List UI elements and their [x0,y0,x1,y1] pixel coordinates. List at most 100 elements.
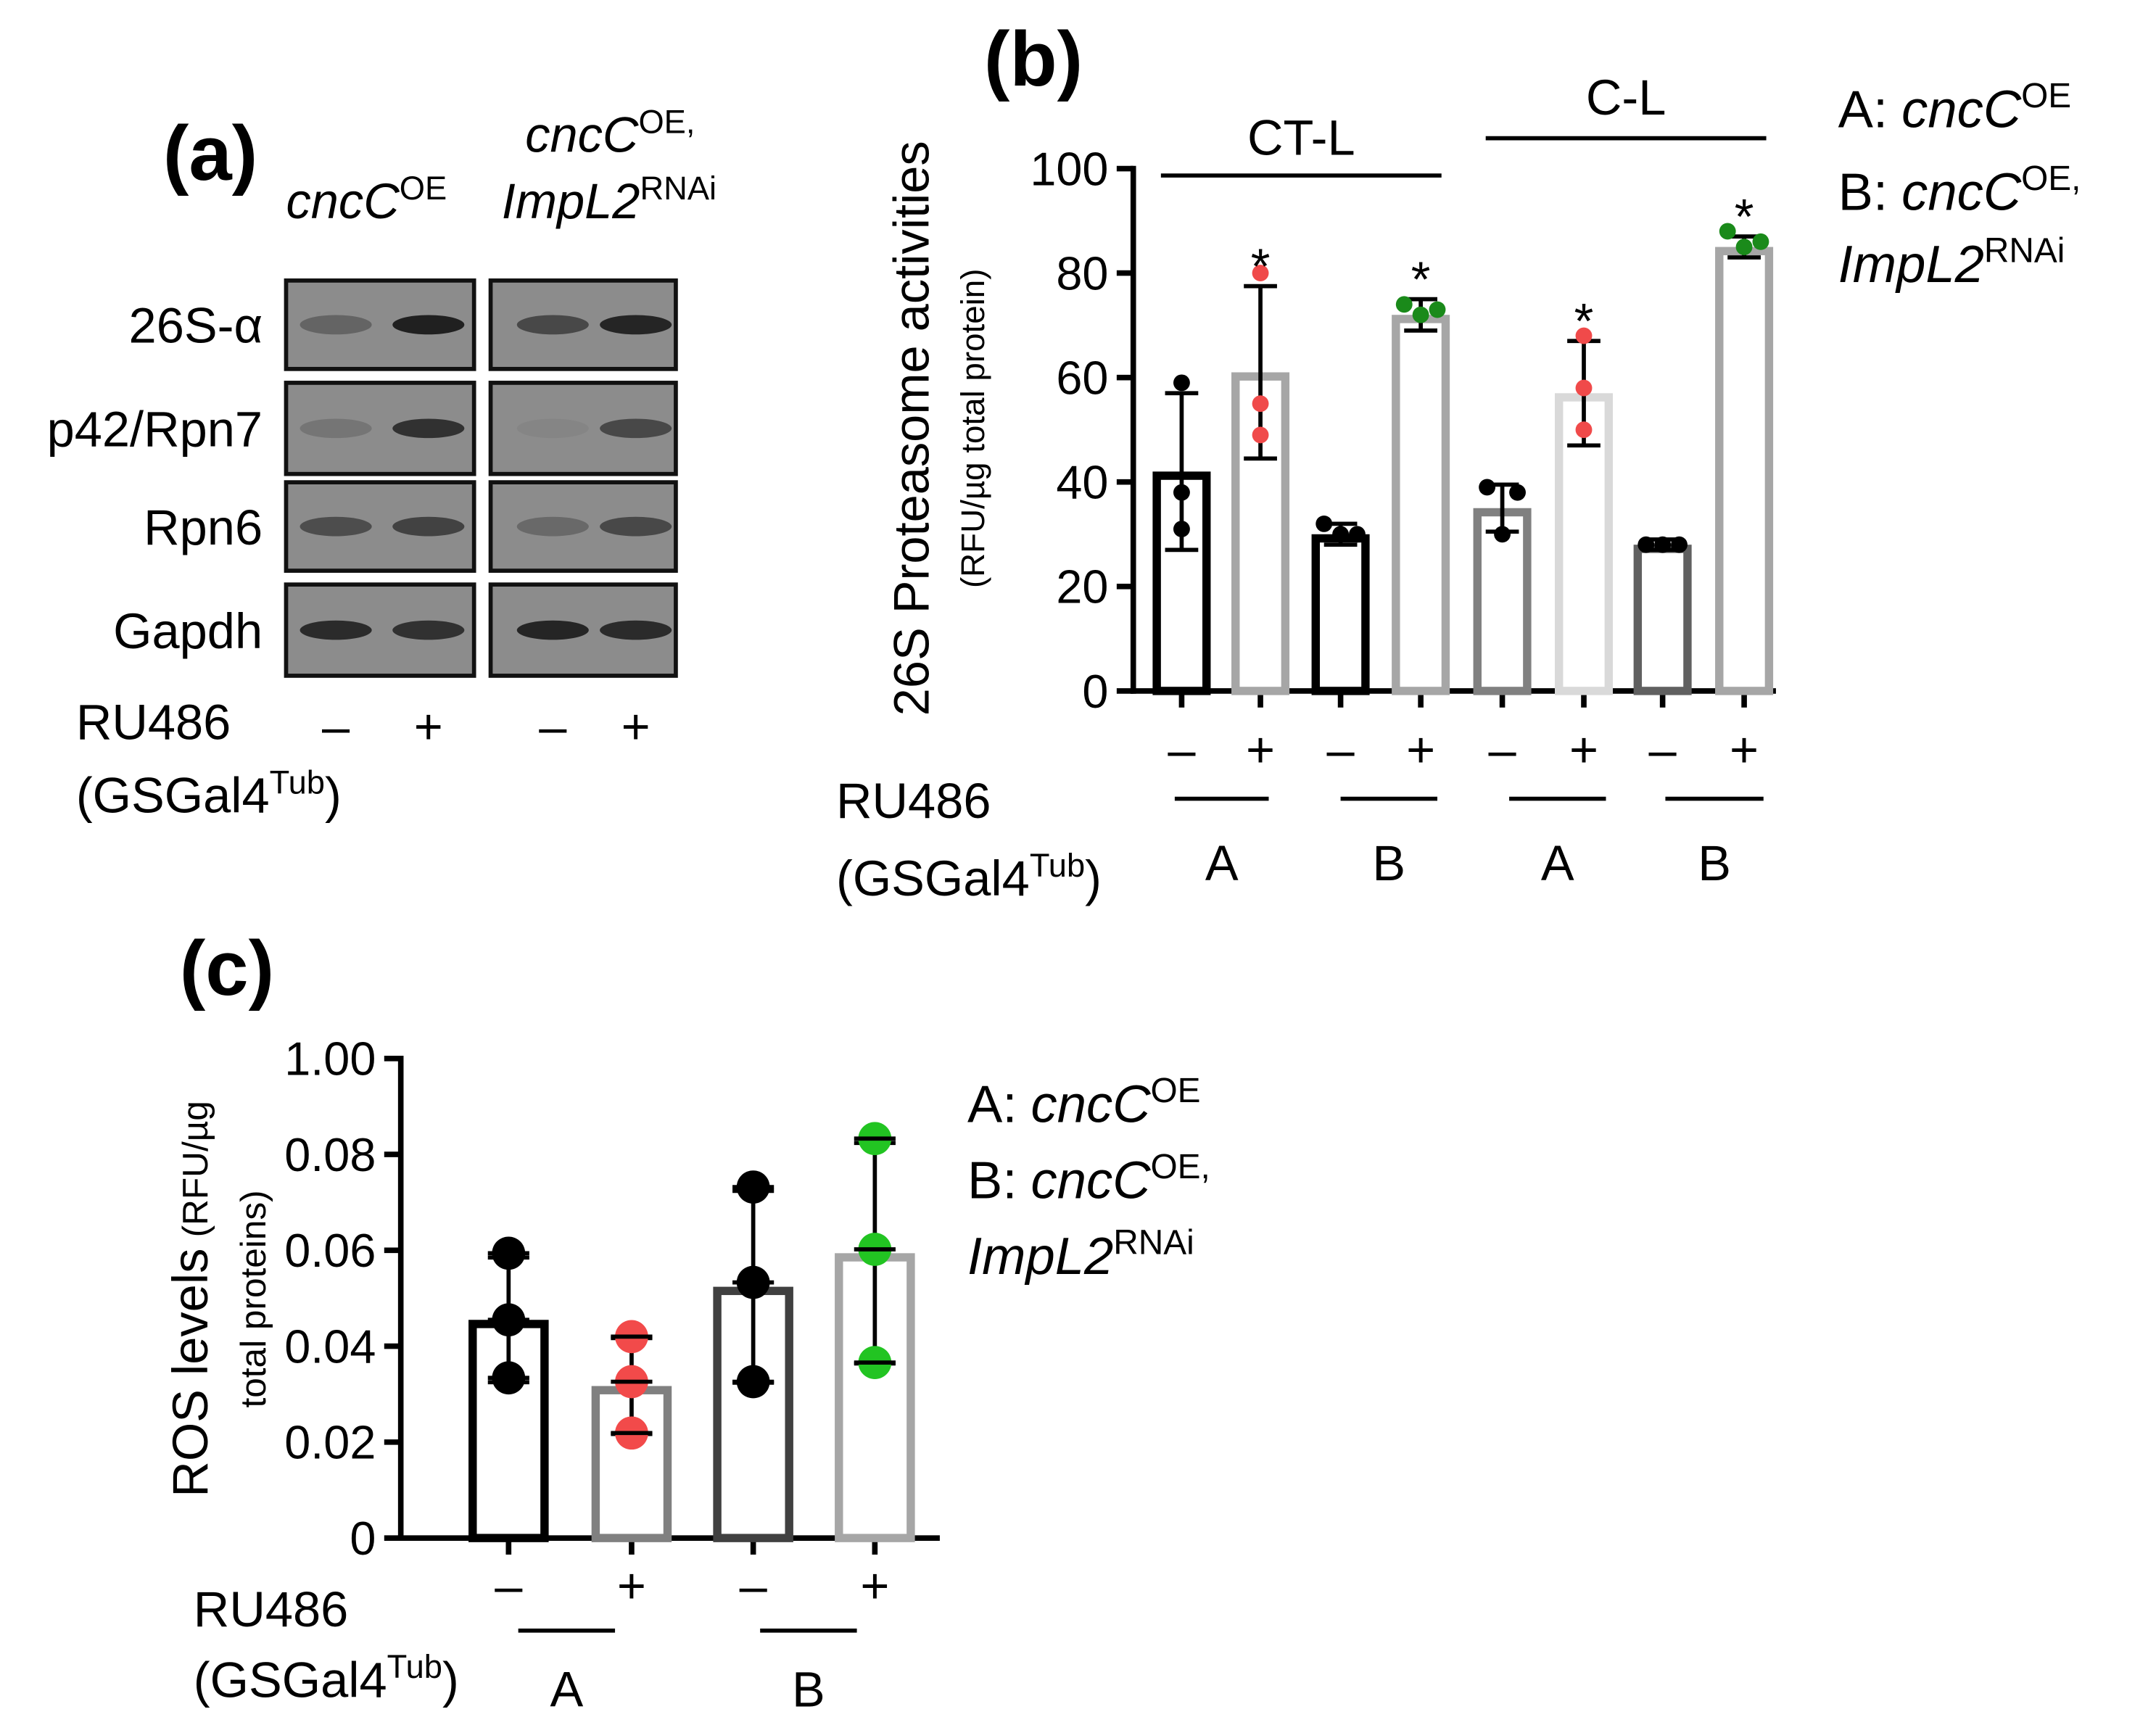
data-point [1671,536,1688,553]
text-part: RNAi [640,170,716,207]
significance: * [1411,252,1431,307]
legend-entry: B: cncCOE, [967,1148,1210,1210]
text-part: OE, [1150,1148,1210,1186]
y-tick-label: 0 [350,1512,376,1565]
data-point [1719,223,1736,240]
column-head: cncCOE [286,170,447,229]
significance: * [1574,293,1594,349]
text-part: A: [1838,80,1888,138]
data-point [1575,421,1593,439]
legend-entry: B: cncCOE, [1838,160,2081,222]
legend-entry: A: cncCOE [967,1072,1200,1134]
row-label: Rpn6 [144,500,263,555]
text-part: (RFU/µg [175,1101,215,1237]
y-tick-label: 1.00 [284,1033,376,1085]
text-part: ImpL2 [502,173,640,229]
group-label: A [1541,835,1574,891]
x-axis-label: RU486 [836,773,991,829]
data-point [1429,301,1446,318]
category-label: + [860,1558,889,1614]
band [600,620,672,640]
y-axis-label: 26S Proteasome activities [884,141,940,716]
text-part: cncC [286,173,400,229]
category-label: + [1730,722,1759,778]
data-point [1252,426,1269,444]
data-point [1575,327,1593,344]
text-part: (GSGal4 [76,768,270,824]
bar [1392,315,1450,695]
group-label: B [1372,835,1405,891]
band [516,418,589,439]
text-part: OE, [2021,160,2081,198]
y-tick-label: 0.02 [284,1416,376,1469]
data-point [1173,521,1190,538]
column-head: ImpL2RNAi [502,170,716,229]
band [392,315,465,335]
y-tick-label: 100 [1030,142,1108,195]
data-point [1654,536,1672,553]
data-point [1252,395,1269,413]
y-tick-label: 0.04 [284,1320,376,1373]
x-axis-label: RU486 [194,1581,349,1637]
text-part: cncC [1901,163,2022,222]
y-axis-label: ROS levels (RFU/µg [162,1101,218,1497]
band [300,418,372,439]
y-tick-label: 0.08 [284,1128,376,1181]
text-part: (GSGal4 [836,851,1030,906]
y-axis-sublabel: (RFU/µg total protein) [954,269,991,589]
legend-entry: ImpL2RNAi [1838,231,2065,294]
text-part: cncC [1031,1075,1152,1133]
group-label: B [1698,835,1731,891]
band [392,620,465,640]
row-label: p42/Rpn7 [47,402,263,458]
bar [1311,534,1370,695]
text-part: cncC [525,107,639,163]
y-tick-label: 60 [1056,352,1108,405]
text-part: ) [442,1652,459,1708]
row-label: Gapdh [113,603,263,659]
data-point [1412,306,1429,323]
data-point [1349,526,1366,543]
text-part: ) [1085,851,1102,906]
lane-label: – [322,698,350,754]
treatment-label: RU486 [76,695,231,750]
y-tick-label: 0 [1082,665,1108,718]
text-part: RNAi [1113,1224,1194,1262]
text-part: ImpL2 [1838,235,1984,294]
group-label: A [1205,835,1239,891]
legend-entry: A: cncCOE [1838,77,2071,139]
band [600,516,672,537]
bar [1633,545,1692,695]
text-part: OE [2021,77,2071,115]
category-label: + [1406,722,1435,778]
category-label: – [1649,722,1677,778]
data-point [1173,484,1190,501]
text-part: Tub [270,764,325,801]
text-part: Tub [1030,847,1085,884]
y-tick-label: 80 [1056,247,1108,299]
text-part: B: [967,1151,1017,1209]
data-point [1316,515,1333,532]
panel-title: (c) [180,924,274,1012]
text-part: ROS levels [162,1249,218,1497]
band [300,315,372,335]
significance: * [1251,239,1271,294]
text-part: ImpL2 [967,1227,1113,1286]
assay-label: C-L [1586,70,1666,125]
significance: * [1735,189,1754,244]
x-axis-sublabel: (GSGal4Tub) [836,847,1102,906]
band [516,620,589,640]
y-tick-label: 40 [1056,456,1108,509]
band [600,315,672,335]
data-point [1752,233,1769,250]
bar [1715,247,1774,695]
data-point [1735,239,1753,256]
category-label: + [1246,722,1275,778]
category-label: – [1168,722,1196,778]
legend-entry: ImpL2RNAi [967,1224,1194,1286]
band [300,516,372,537]
category-label: – [495,1558,523,1614]
text-part: RNAi [1984,231,2065,270]
